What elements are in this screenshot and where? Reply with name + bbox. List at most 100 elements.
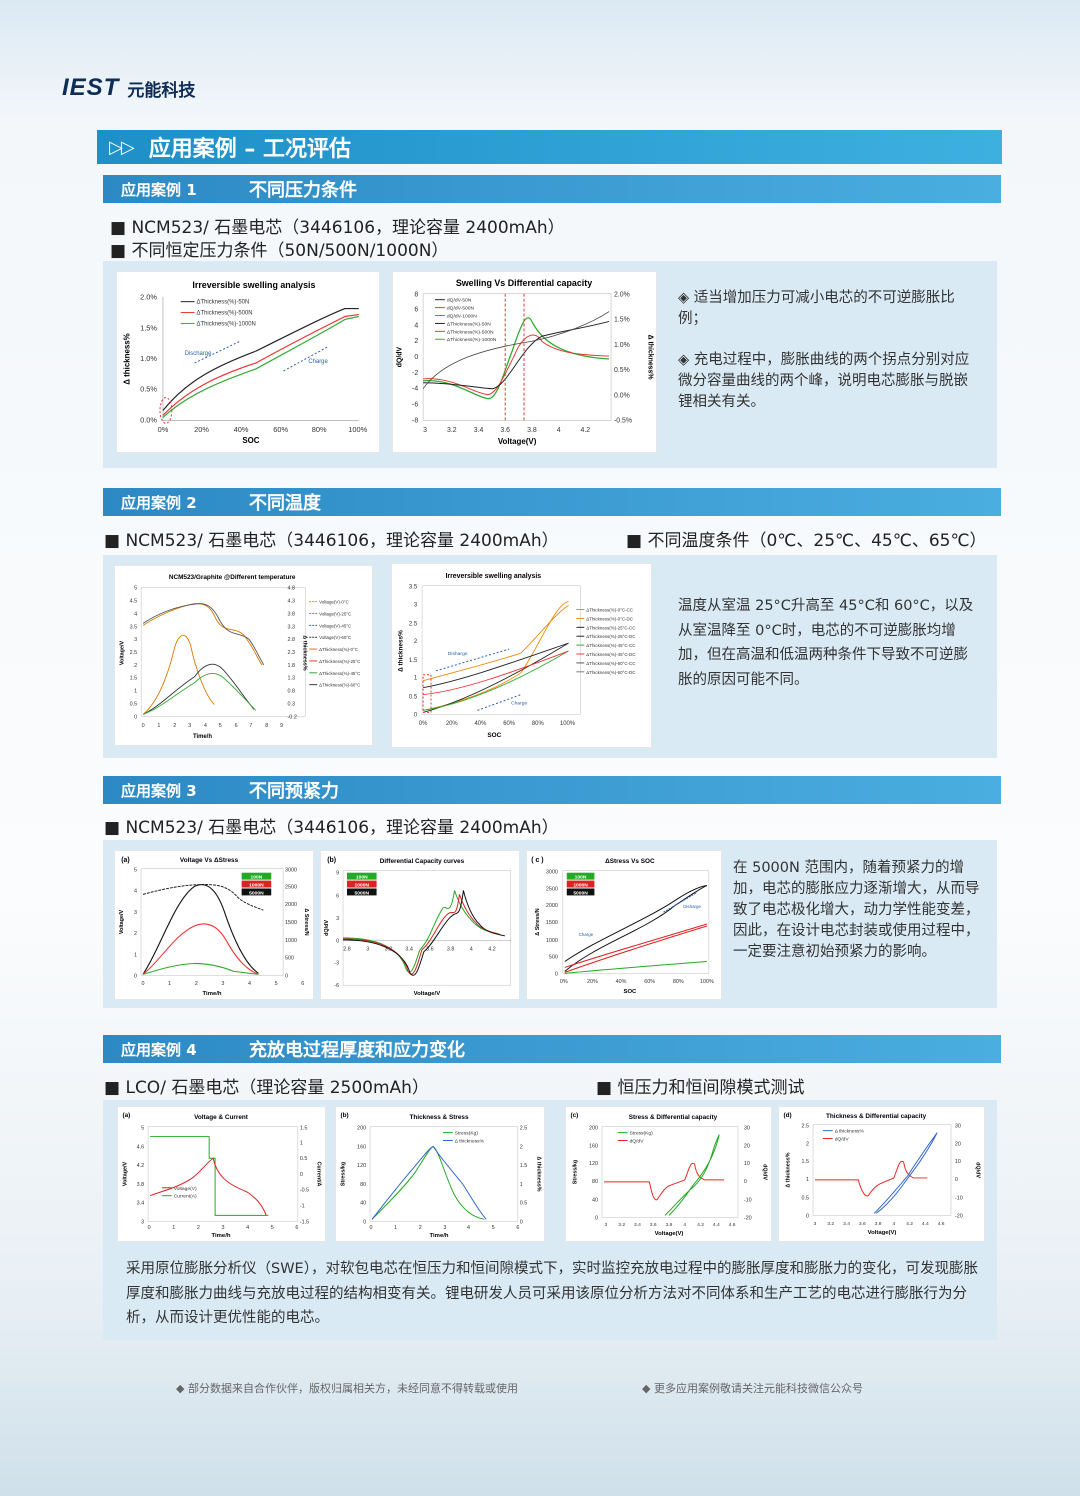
svg-text:ΔThickness(%)-60°C: ΔThickness(%)-60°C <box>319 683 361 688</box>
svg-text:4: 4 <box>204 723 207 729</box>
svg-text:0: 0 <box>336 939 339 945</box>
svg-text:2.3: 2.3 <box>288 650 296 656</box>
case2-chart-b: Irreversible swelling analysis 0 0.5 1 1… <box>391 563 652 748</box>
svg-text:40%: 40% <box>475 721 488 727</box>
svg-text:40: 40 <box>592 1198 598 1204</box>
svg-text:0: 0 <box>142 723 145 729</box>
svg-text:ΔThickness(%)-0°C-DC: ΔThickness(%)-0°C-DC <box>586 616 633 621</box>
svg-text:200: 200 <box>589 1126 598 1132</box>
svg-text:Δ thickness%: Δ thickness% <box>301 635 307 670</box>
svg-text:Time/h: Time/h <box>193 734 212 740</box>
svg-text:ΔThickness(%)-25°C-CC: ΔThickness(%)-25°C-CC <box>586 625 636 630</box>
svg-text:6: 6 <box>235 723 238 729</box>
diamond-icon: ◈ <box>678 352 690 368</box>
svg-text:3.4: 3.4 <box>405 947 413 953</box>
svg-text:5000N: 5000N <box>249 890 264 896</box>
svg-text:0: 0 <box>414 354 418 361</box>
case4-chart-d: (d) Thickness & Differential capacity 0 … <box>778 1106 985 1242</box>
svg-text:Δ Stress/N: Δ Stress/N <box>303 908 309 935</box>
svg-text:0: 0 <box>134 973 137 979</box>
svg-text:-20: -20 <box>744 1215 752 1221</box>
svg-text:120: 120 <box>589 1161 598 1167</box>
svg-text:1: 1 <box>157 723 160 729</box>
svg-text:ΔThickness(%)-500N: ΔThickness(%)-500N <box>447 329 494 335</box>
svg-text:0: 0 <box>363 1219 366 1225</box>
svg-text:2500: 2500 <box>285 884 297 890</box>
svg-text:3.4: 3.4 <box>634 1222 641 1228</box>
svg-text:4.3: 4.3 <box>288 599 296 605</box>
svg-text:2000: 2000 <box>546 903 558 909</box>
svg-text:0: 0 <box>285 973 288 979</box>
svg-text:Δ thickness%: Δ thickness% <box>536 1156 542 1191</box>
svg-text:0.0%: 0.0% <box>140 415 157 424</box>
svg-text:5: 5 <box>134 586 137 592</box>
svg-text:Voltage(V)-45°C: Voltage(V)-45°C <box>319 623 352 628</box>
svg-text:1.0%: 1.0% <box>140 354 157 363</box>
svg-text:2.5: 2.5 <box>130 650 138 656</box>
diamond-icon: ◈ <box>678 290 690 306</box>
chart-title: Irreversible swelling analysis <box>446 573 542 580</box>
svg-text:(c): (c) <box>570 1112 578 1119</box>
svg-text:0%: 0% <box>158 425 169 434</box>
svg-text:3: 3 <box>141 1219 144 1225</box>
svg-text:3: 3 <box>336 916 339 922</box>
svg-text:-20: -20 <box>955 1213 963 1219</box>
svg-text:2.8: 2.8 <box>343 947 351 953</box>
svg-text:Δ Stress/N: Δ Stress/N <box>535 908 541 935</box>
svg-text:ΔThickness(%)-1000N: ΔThickness(%)-1000N <box>197 321 256 327</box>
svg-text:-2: -2 <box>412 370 418 377</box>
brand-mark: IEST <box>62 74 120 101</box>
svg-text:3000: 3000 <box>285 868 297 874</box>
svg-text:Charge: Charge <box>308 359 328 365</box>
svg-text:0: 0 <box>520 1219 523 1225</box>
svg-text:9: 9 <box>336 871 339 877</box>
svg-text:Stress(Kg): Stress(Kg) <box>630 1131 654 1137</box>
svg-text:ΔThickness(%)-45°C: ΔThickness(%)-45°C <box>319 671 361 676</box>
svg-text:4: 4 <box>467 1225 470 1231</box>
svg-text:3.6: 3.6 <box>859 1221 866 1227</box>
svg-text:4: 4 <box>683 1222 686 1228</box>
svg-text:3: 3 <box>443 1225 446 1231</box>
svg-text:Stress(Kg): Stress(Kg) <box>455 1131 479 1137</box>
svg-text:40%: 40% <box>616 979 627 985</box>
svg-text:Voltage(V): Voltage(V) <box>174 1186 197 1192</box>
svg-text:(d): (d) <box>783 1112 791 1119</box>
svg-text:4.2: 4.2 <box>488 947 496 953</box>
svg-text:1.5: 1.5 <box>802 1159 810 1165</box>
svg-text:0: 0 <box>806 1213 809 1219</box>
svg-text:3.8: 3.8 <box>527 427 537 434</box>
svg-text:4.2: 4.2 <box>581 427 591 434</box>
svg-text:ΔThickness(%)-45°C-DC: ΔThickness(%)-45°C-DC <box>586 652 636 657</box>
svg-text:3.6: 3.6 <box>500 427 510 434</box>
svg-text:160: 160 <box>357 1144 366 1150</box>
svg-text:ΔThickness(%)-50N: ΔThickness(%)-50N <box>447 321 491 327</box>
svg-text:4.2: 4.2 <box>137 1163 145 1169</box>
svg-text:0%: 0% <box>560 979 568 985</box>
svg-text:-3: -3 <box>334 960 339 966</box>
svg-text:80: 80 <box>592 1179 598 1185</box>
svg-text:2.5: 2.5 <box>520 1126 528 1132</box>
svg-text:3.5: 3.5 <box>130 624 138 630</box>
svg-text:4.8: 4.8 <box>288 586 296 592</box>
svg-text:ΔThickness(%)-25°C: ΔThickness(%)-25°C <box>319 659 361 664</box>
svg-text:10: 10 <box>744 1161 750 1167</box>
svg-text:3: 3 <box>414 603 418 609</box>
svg-text:4.4: 4.4 <box>713 1222 720 1228</box>
svg-text:2: 2 <box>195 981 198 987</box>
case1-bullet-1: ■ NCM523/ 石墨电芯（3446106，理论容量 2400mAh） <box>110 218 565 238</box>
svg-text:2: 2 <box>134 663 137 669</box>
svg-text:SOC: SOC <box>624 989 638 995</box>
svg-text:2: 2 <box>197 1225 200 1231</box>
svg-text:Δ thickness%: Δ thickness% <box>122 333 131 384</box>
case3-chart-a: (a) Voltage Vs ΔStress 0 1 2 3 4 5 0 500… <box>114 850 314 1000</box>
svg-text:3.8: 3.8 <box>875 1221 882 1227</box>
svg-text:3.2: 3.2 <box>618 1222 625 1228</box>
case1-chart-b: Swelling Vs Differential capacity -8 -6 … <box>392 271 657 453</box>
svg-text:3.6: 3.6 <box>426 947 434 953</box>
svg-text:100%: 100% <box>700 979 714 985</box>
svg-text:1000: 1000 <box>285 938 297 944</box>
svg-text:-0.5%: -0.5% <box>614 417 632 424</box>
svg-text:1000N: 1000N <box>249 883 264 889</box>
brand-logo: IEST 元能科技 <box>62 74 195 102</box>
svg-text:4: 4 <box>470 947 473 953</box>
